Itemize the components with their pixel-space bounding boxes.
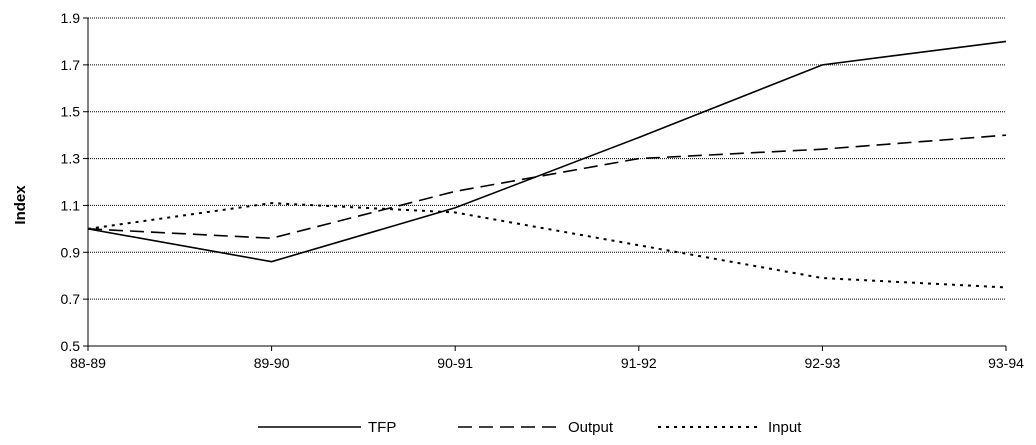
y-tick-label: 1.7 [61,57,81,73]
y-tick-label: 1.5 [61,104,81,120]
series-line-tfp [87,40,1007,263]
legend-label-tfp: TFP [368,419,396,436]
y-tick-label: 1.1 [61,197,81,213]
series-lines [87,40,1007,289]
y-tick-label: 0.5 [61,338,81,354]
x-tick-label: 92-93 [804,355,840,371]
series-line-output [87,134,1007,240]
y-tick-label: 0.7 [61,291,81,307]
legend-label-input: Input [768,419,802,436]
x-tick-label: 93-94 [988,355,1024,371]
y-axis-title: Index [12,185,29,225]
series-line-input [87,202,1007,289]
y-tick-labels: 0.5 0.7 0.9 1.1 1.3 1.5 1.7 1.9 [61,10,88,354]
gridlines [88,17,1006,300]
y-tick-label: 0.9 [61,244,81,260]
y-tick-label: 1.3 [61,151,81,167]
y-tick-label: 1.9 [61,10,81,26]
axes [87,18,1006,347]
x-tick-label: 91-92 [621,355,657,371]
legend: TFP Output Input [258,419,802,436]
x-tick-label: 90-91 [437,355,473,371]
x-tick-label: 88-89 [70,355,106,371]
legend-label-output: Output [568,419,614,436]
x-tick-labels: 88-89 89-90 90-91 91-92 92-93 93-94 [70,346,1024,371]
x-tick-label: 89-90 [254,355,290,371]
